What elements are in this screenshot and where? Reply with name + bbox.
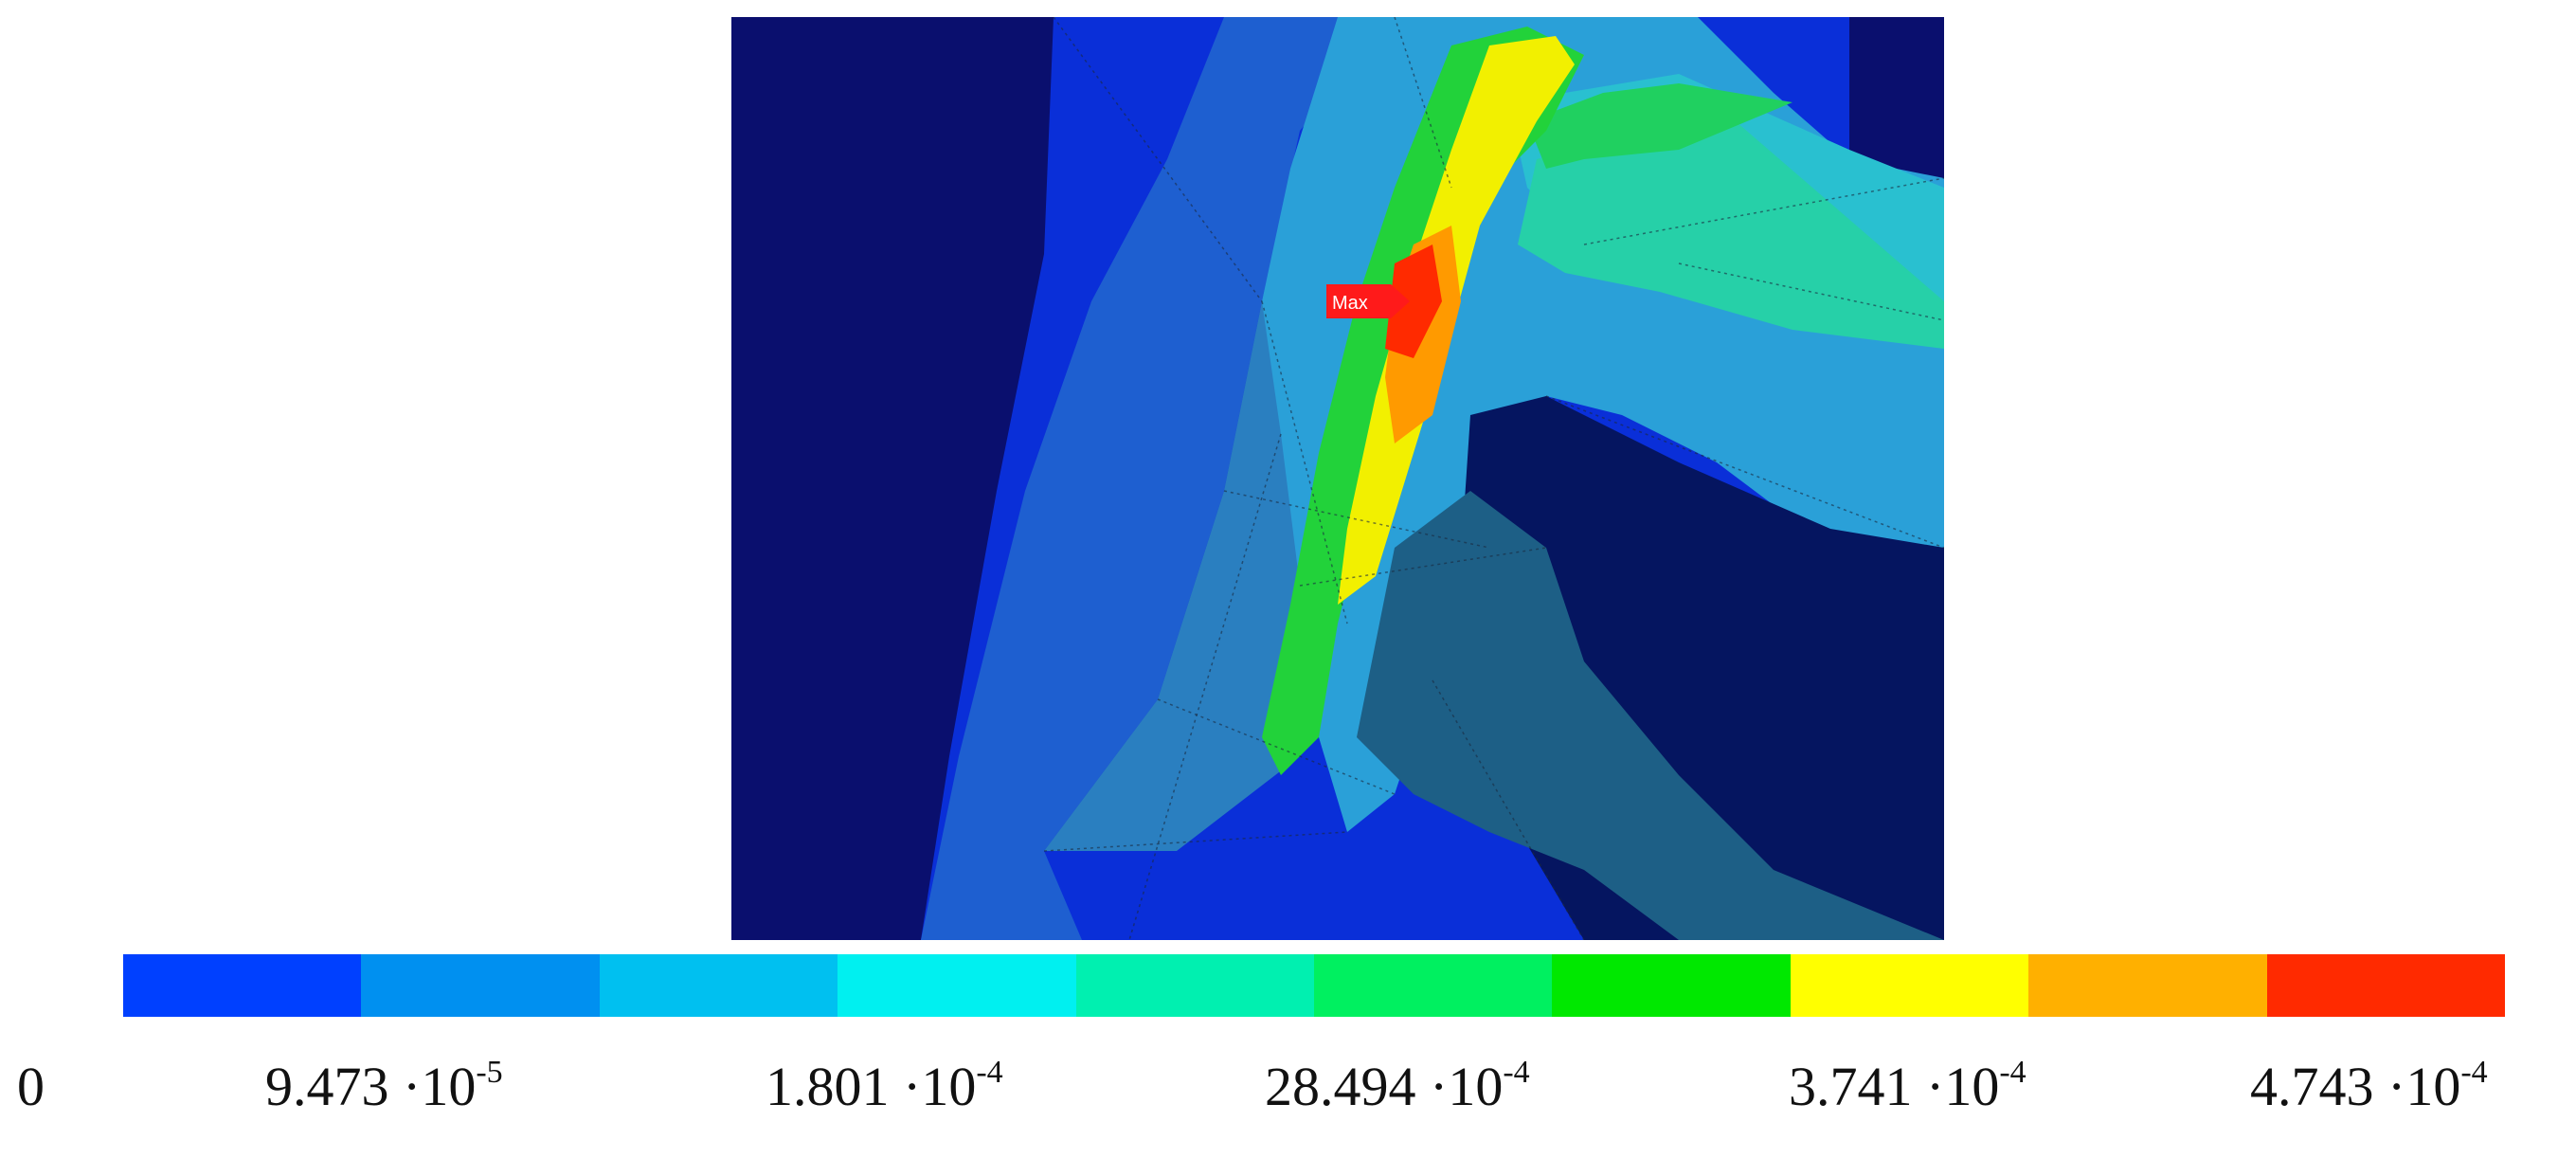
- colorbar-segment: [2028, 954, 2267, 1017]
- mesh-lines: [1043, 17, 1944, 940]
- colorbar-segment: [1314, 954, 1553, 1017]
- dark-teal-shade: [1357, 491, 1944, 940]
- colorbar-tick-label: 28.494 ·10-4: [1265, 1055, 1530, 1117]
- colorbar-segment: [361, 954, 600, 1017]
- colorbar-segment: [838, 954, 1076, 1017]
- max-marker: Max: [1326, 284, 1410, 318]
- medium-blue-band: [921, 17, 1395, 940]
- colorbar-tick-label: 1.801 ·10-4: [766, 1055, 1003, 1117]
- colorbar-tick-label: 0: [17, 1056, 45, 1117]
- colorbar-tick-label: 4.743 ·10-4: [2250, 1055, 2488, 1117]
- yellow-band: [1338, 36, 1575, 605]
- max-label: Max: [1332, 293, 1368, 314]
- colorbar-segment: [1790, 954, 2029, 1017]
- colorbar-segment: [2266, 954, 2506, 1017]
- green-arm: [1527, 83, 1792, 169]
- teal-green-arm: [1518, 121, 1944, 349]
- colorbar-tick-label: 3.741 ·10-4: [1789, 1055, 2027, 1117]
- colorbar-segment: [123, 954, 362, 1017]
- colorbar: [123, 954, 2506, 1017]
- colorbar-tick-label: 9.473 ·10-5: [265, 1055, 503, 1117]
- red-hotspot: [1385, 244, 1442, 358]
- colorbar-segment: [1552, 954, 1791, 1017]
- fem-contour-plot: Max: [731, 17, 1944, 940]
- colorbar-segment: [1075, 954, 1315, 1017]
- colorbar-segment: [599, 954, 838, 1017]
